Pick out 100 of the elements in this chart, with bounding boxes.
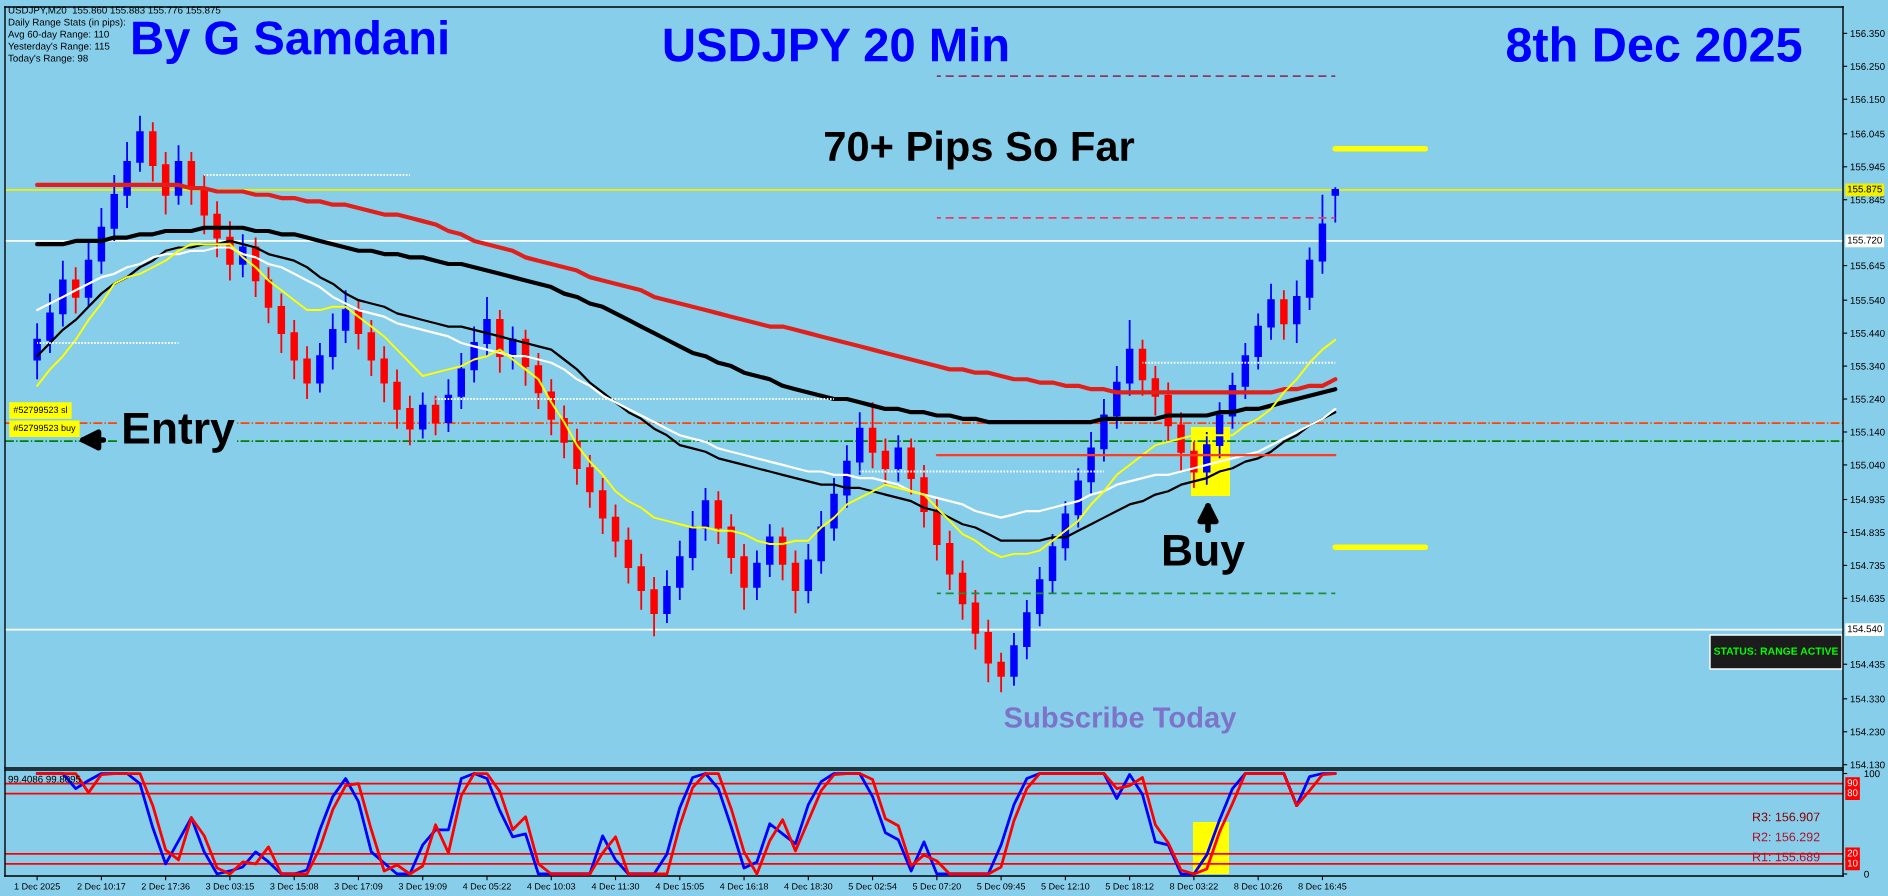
- candlestick: [393, 368, 401, 430]
- candlestick: [1293, 279, 1301, 344]
- candlestick: [200, 174, 208, 236]
- x-tick-label: 3 Dec 19:09: [398, 883, 447, 890]
- y-tick-label: 156.250: [1850, 63, 1885, 70]
- candlestick: [97, 207, 106, 275]
- candlestick: [187, 151, 196, 206]
- x-tick-label: 8 Dec 03:22: [1169, 883, 1218, 890]
- y-tick-label: 155.845: [1850, 196, 1885, 204]
- candlestick: [945, 529, 954, 592]
- candlestick: [110, 174, 118, 242]
- candlestick: [1280, 289, 1288, 341]
- annotation: STATUS: RANGE ACTIVE: [1713, 647, 1838, 655]
- candlestick: [1177, 411, 1185, 473]
- annotation: R3: 156.907: [1753, 812, 1820, 822]
- y-tick-label: 100: [1864, 770, 1880, 778]
- candlestick: [971, 589, 980, 651]
- candlestick: [290, 319, 298, 381]
- candlestick: [1035, 566, 1044, 628]
- candlestick: [727, 513, 735, 575]
- ref-line-label: 155.875: [1847, 185, 1882, 193]
- annotation: By G Samdani: [133, 19, 447, 65]
- y-tick-label: 155.140: [1850, 428, 1885, 436]
- y-tick-label: 155.240: [1850, 395, 1885, 403]
- y-tick-label: 154.330: [1850, 695, 1885, 703]
- candlestick: [123, 141, 131, 209]
- candlestick: [46, 292, 54, 354]
- y-tick-label: 155.645: [1850, 262, 1885, 270]
- candlestick: [933, 496, 941, 562]
- candlestick: [303, 345, 311, 400]
- y-tick-label: 154.835: [1850, 529, 1885, 537]
- candlestick: [316, 342, 324, 394]
- candlestick: [637, 552, 645, 611]
- candlestick: [1318, 193, 1327, 275]
- candlestick: [598, 477, 607, 536]
- x-tick-label: 1 Dec 2025: [14, 883, 60, 890]
- line-series: [35, 182, 1338, 395]
- x-tick-label: 8 Dec 10:26: [1234, 883, 1283, 890]
- ref-line-label: 155.720: [1847, 236, 1882, 244]
- y-tick-label: 156.150: [1850, 95, 1885, 103]
- candlestick: [1331, 186, 1340, 224]
- candlestick: [367, 319, 376, 377]
- candlestick: [856, 411, 864, 476]
- x-tick-label: 3 Dec 17:09: [334, 883, 383, 890]
- candlestick: [1241, 342, 1250, 400]
- candlestick: [573, 427, 581, 486]
- x-tick-label: 2 Dec 10:17: [77, 883, 126, 890]
- x-tick-label: 4 Dec 10:03: [527, 883, 576, 890]
- candlestick: [264, 266, 273, 325]
- chart-title: USDJPY 20 Min: [664, 26, 1008, 62]
- candlestick: [650, 576, 658, 638]
- annotation: Daily Range Stats (in pips):: [8, 18, 125, 28]
- candlestick: [149, 121, 157, 183]
- y-tick-label: 0: [1864, 870, 1869, 878]
- annotation: Subscribe Today: [1004, 706, 1237, 734]
- candlestick: [868, 401, 877, 470]
- candlestick: [894, 434, 903, 483]
- candlestick: [71, 266, 80, 315]
- candlestick: [663, 569, 671, 624]
- candlestick: [1254, 312, 1262, 371]
- y-tick-label: 154.230: [1850, 728, 1885, 736]
- x-tick-label: 4 Dec 16:18: [719, 883, 769, 890]
- x-tick-label: 4 Dec 05:22: [462, 883, 511, 890]
- x-tick-label: 2 Dec 17:36: [141, 883, 190, 890]
- x-tick-label: 8 Dec 16:45: [1298, 883, 1347, 890]
- candlestick: [418, 391, 427, 440]
- candlestick: [1125, 319, 1134, 397]
- candlestick: [1215, 401, 1224, 460]
- x-tick-label: 5 Dec 09:45: [977, 883, 1026, 890]
- candlestick: [753, 549, 761, 601]
- x-tick-label: 5 Dec 18:12: [1105, 883, 1154, 890]
- candlestick: [59, 259, 67, 328]
- y-tick-label: 155.540: [1850, 296, 1885, 304]
- candlestick: [714, 490, 723, 545]
- candlestick: [380, 345, 388, 404]
- x-tick-label: 4 Dec 11:30: [591, 883, 640, 890]
- candlestick: [1074, 467, 1082, 529]
- y-tick-label: 154.130: [1850, 761, 1885, 769]
- x-tick-label: 5 Dec 02:54: [848, 883, 897, 890]
- annotation: 8th Dec 2025: [1506, 26, 1802, 63]
- annotation: USDJPY,M20 155.860 155.883 155.776 155.875: [8, 6, 221, 15]
- x-tick-label: 4 Dec 15:05: [655, 883, 704, 890]
- candlestick: [586, 454, 594, 509]
- candlestick: [997, 651, 1005, 694]
- candlestick: [1100, 398, 1108, 463]
- candlestick: [406, 394, 414, 447]
- ref-line-label: 10: [1847, 859, 1858, 867]
- candlestick: [766, 523, 774, 578]
- ref-line-label: 20: [1847, 849, 1858, 857]
- candlestick: [611, 503, 620, 559]
- annotation: 70+ Pips So Far: [825, 130, 1135, 170]
- y-tick-label: 156.350: [1850, 30, 1885, 37]
- candlestick: [341, 289, 350, 344]
- candlestick: [1010, 632, 1018, 687]
- candlestick: [1267, 282, 1275, 341]
- candlestick: [984, 618, 992, 684]
- candlestick: [958, 559, 967, 621]
- ref-line-label: 80: [1847, 789, 1858, 797]
- candlestick: [1087, 431, 1095, 496]
- candlestick: [907, 437, 915, 496]
